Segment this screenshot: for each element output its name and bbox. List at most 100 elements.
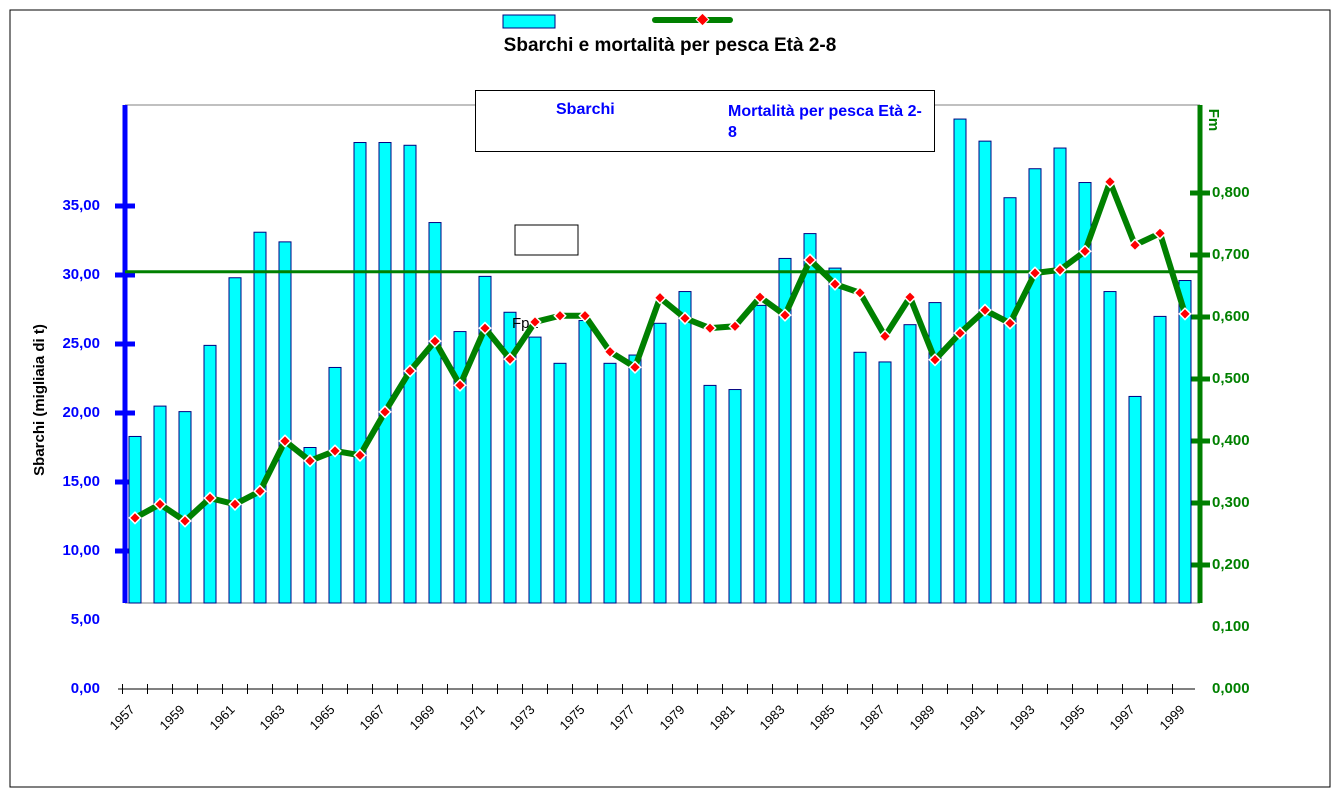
line-marker: [853, 286, 867, 300]
line-marker: [478, 321, 492, 335]
bar: [1128, 395, 1142, 604]
line-marker: [328, 444, 342, 458]
bar: [778, 257, 792, 604]
y2-tick-label: 0,300: [1212, 494, 1250, 511]
y2-tick-label: 0,400: [1212, 432, 1250, 449]
bar: [453, 331, 467, 604]
bar: [1103, 291, 1117, 604]
line-marker: [1078, 244, 1092, 258]
bar: [303, 447, 317, 604]
line-marker: [1128, 238, 1142, 252]
bar: [1178, 280, 1192, 604]
y2-tick-label: 0,500: [1212, 370, 1250, 387]
bar: [978, 140, 992, 604]
line-marker: [728, 319, 742, 334]
line-marker: [578, 309, 592, 323]
y-tick-label: 30,00: [62, 266, 100, 283]
line-marker: [703, 321, 717, 335]
bar: [228, 277, 242, 604]
legend: Sbarchi Mortalità per pesca Età 2-8: [475, 90, 935, 152]
y-axis-label: Sbarchi (migliaia di t): [31, 324, 48, 476]
bar: [753, 304, 767, 604]
line-marker: [1178, 307, 1192, 321]
line-marker: [453, 378, 467, 392]
line-marker: [928, 353, 942, 367]
y-tick-label: 10,00: [62, 542, 100, 559]
line-marker: [553, 309, 567, 323]
line-marker: [953, 326, 967, 340]
y-tick-label: 0,00: [71, 680, 100, 697]
line-marker: [303, 454, 317, 468]
line-marker: [803, 253, 817, 267]
line-marker: [253, 484, 267, 498]
bar: [1028, 168, 1042, 604]
line-marker: [878, 329, 892, 343]
line-marker: [278, 434, 292, 448]
y2-tick-label: 0,800: [1212, 184, 1250, 201]
line-marker: [778, 308, 792, 322]
bar: [353, 142, 367, 604]
legend-swatch-marker: [695, 12, 710, 27]
bar: [1078, 182, 1092, 604]
line-marker: [653, 291, 667, 305]
legend-entry: Mortalità per pesca Età 2-8: [728, 103, 922, 141]
line-marker: [1103, 175, 1117, 189]
legend-swatch-bar: [502, 14, 556, 29]
line-marker: [1028, 266, 1042, 280]
bar: [603, 362, 617, 604]
bar: [1053, 147, 1067, 604]
bar: [528, 336, 542, 604]
bar: [828, 267, 842, 604]
y2-tick-label: 0,200: [1212, 556, 1250, 573]
bar: [553, 362, 567, 604]
bar: [253, 231, 267, 604]
y2-tick-label: 0,600: [1212, 308, 1250, 325]
bar: [1003, 197, 1017, 604]
line-marker: [403, 364, 417, 378]
y-tick-label: 20,00: [62, 404, 100, 421]
line-marker: [353, 448, 367, 462]
bar: [178, 411, 192, 604]
legend-entry: Sbarchi: [556, 101, 615, 118]
line-marker: [203, 491, 217, 505]
line-marker: [753, 290, 767, 304]
bar: [653, 322, 667, 604]
y2-tick-label: 0,100: [1212, 618, 1250, 635]
line-marker: [1153, 226, 1167, 241]
line-marker: [828, 277, 842, 291]
line-marker: [428, 334, 442, 348]
line-marker: [528, 315, 542, 329]
chart-title: Sbarchi e mortalità per pesca Età 2-8: [504, 35, 837, 56]
y-tick-label: 35,00: [62, 197, 100, 214]
line-marker: [378, 405, 392, 419]
line-marker: [178, 514, 192, 528]
bar: [1153, 315, 1167, 604]
bar: [853, 351, 867, 604]
y2-tick-label: 0,700: [1212, 246, 1250, 263]
bar: [203, 344, 217, 604]
bar: [478, 275, 492, 604]
bar: [803, 233, 817, 604]
line-marker: [978, 303, 992, 317]
bar: [728, 389, 742, 604]
line-marker: [1053, 263, 1067, 277]
bar: [678, 291, 692, 604]
y-tick-label: 15,00: [62, 473, 100, 490]
y-tick-label: 5,00: [71, 611, 100, 628]
y-tick-label: 25,00: [62, 335, 100, 352]
bar: [328, 366, 342, 604]
bar: [378, 142, 392, 604]
empty-box: [514, 224, 579, 256]
line-marker: [628, 360, 642, 374]
bar: [928, 302, 942, 604]
line-marker: [128, 511, 142, 525]
line-marker: [503, 352, 517, 366]
bar: [703, 384, 717, 604]
bar: [953, 118, 967, 604]
bar: [428, 222, 442, 604]
line-marker: [903, 290, 917, 304]
bar: [903, 324, 917, 604]
bar: [503, 311, 517, 604]
line-marker: [678, 311, 692, 325]
